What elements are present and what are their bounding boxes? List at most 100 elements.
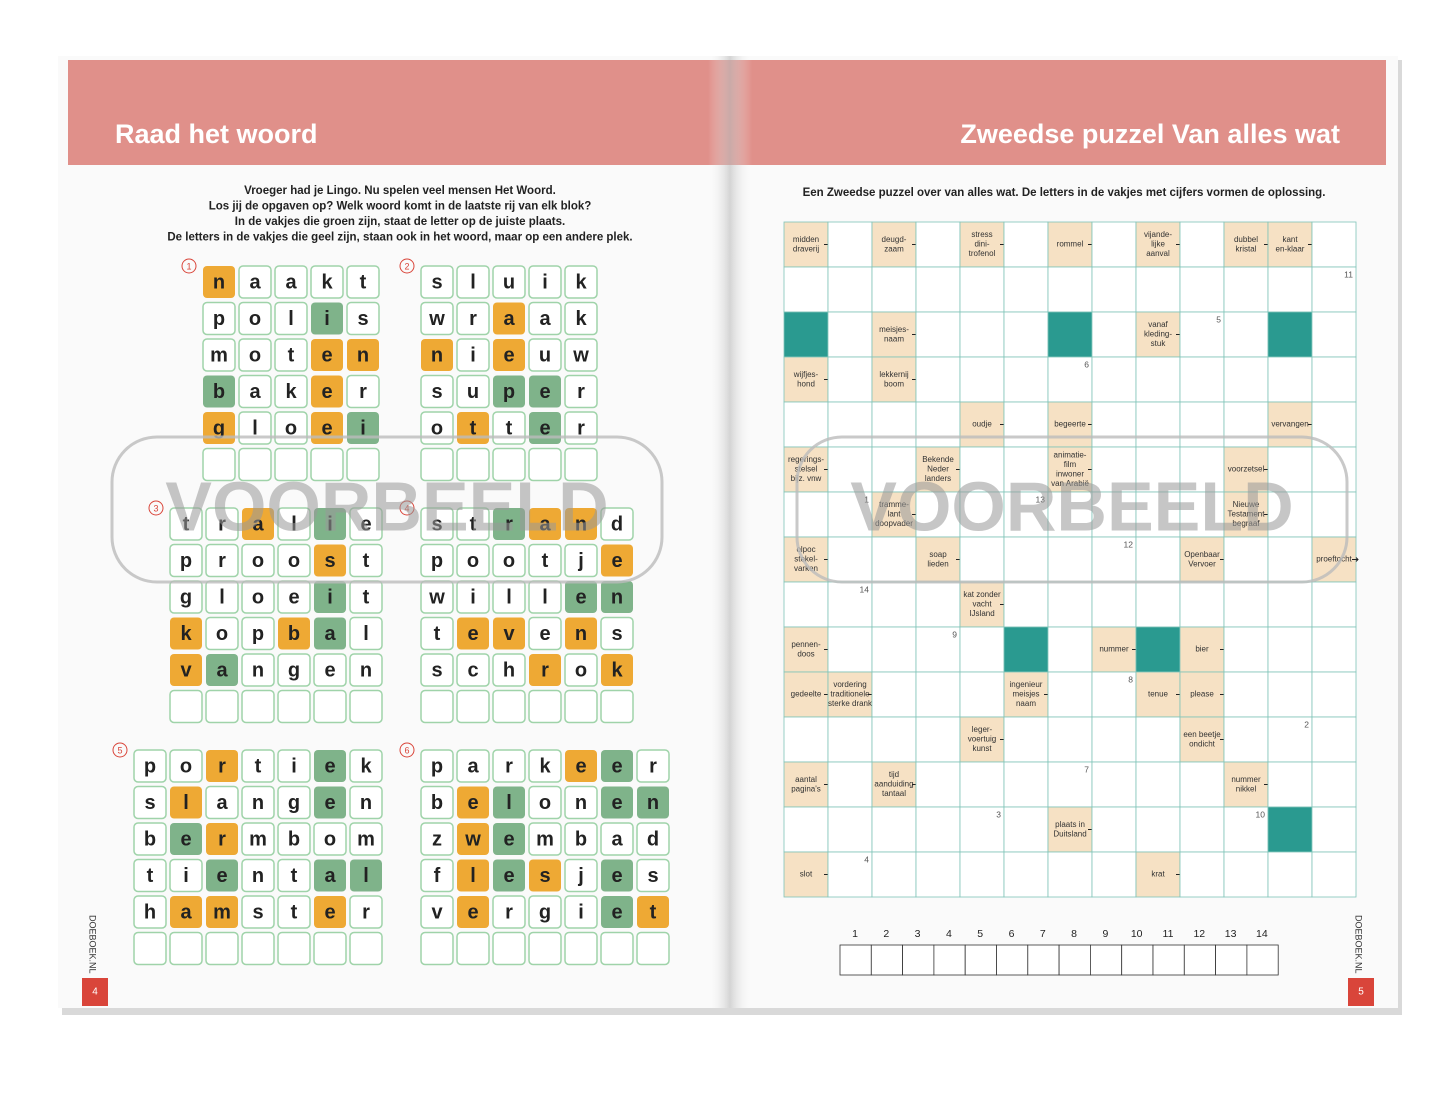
solution-box <box>1027 944 1060 976</box>
grid-cell <box>1047 536 1093 583</box>
letter-cell <box>492 931 526 966</box>
grid-cell <box>1135 626 1181 673</box>
letter-cell <box>636 822 670 856</box>
letter: p <box>252 623 264 645</box>
grid-cell <box>827 761 873 808</box>
grid-cell <box>1047 266 1093 313</box>
letter-cell <box>203 266 235 298</box>
letter: r <box>469 308 477 330</box>
clue-text: gedeelte <box>791 690 822 699</box>
clue-text: lant <box>888 510 902 519</box>
cell-number: 1 <box>864 494 869 504</box>
letter-cell <box>456 301 490 336</box>
letter: r <box>577 417 585 439</box>
letter: s <box>431 513 442 535</box>
letter-cell <box>420 858 454 893</box>
letter: t <box>542 550 549 572</box>
solution-box <box>1152 944 1185 976</box>
letter-cell <box>350 859 382 892</box>
grid-cell <box>1223 671 1269 718</box>
grid-cell <box>827 626 873 673</box>
letter: o <box>252 586 264 608</box>
letter: e <box>611 901 622 923</box>
grid-cell <box>827 851 873 898</box>
puzzle-badge <box>112 742 128 758</box>
letter: i <box>324 308 330 330</box>
letter-cell <box>169 507 203 541</box>
letter-cell <box>349 543 383 578</box>
grid-cell <box>827 446 873 493</box>
letter-cell <box>349 785 383 820</box>
letter: l <box>291 513 297 535</box>
solution-number: 7 <box>1040 928 1046 940</box>
letter-cell <box>274 265 308 299</box>
letter: g <box>539 901 551 923</box>
letter-cell <box>277 785 311 820</box>
letter: r <box>505 513 513 535</box>
letter: o <box>324 828 336 850</box>
clue-text: lijke <box>1151 240 1165 249</box>
letter: b <box>288 828 300 850</box>
letter: a <box>324 865 336 887</box>
letter: a <box>539 513 551 535</box>
cell-number: 6 <box>1084 359 1089 369</box>
letter-cell <box>528 616 562 651</box>
cell-number: 5 <box>1216 314 1221 324</box>
clue-text: meisjes- <box>879 325 909 334</box>
letter: w <box>428 586 445 608</box>
letter-cell <box>277 931 311 966</box>
clue-text: nummer <box>1231 775 1261 784</box>
letter-cell <box>349 822 383 856</box>
letter-cell <box>206 654 238 686</box>
letter-cell <box>564 689 598 724</box>
letter: m <box>249 828 267 850</box>
letter: m <box>536 828 554 850</box>
letter-cell <box>636 931 670 966</box>
letter-cell <box>349 895 383 929</box>
grid-cell <box>1267 491 1313 538</box>
letter-cell <box>241 689 275 724</box>
clue-text: krat <box>1151 870 1165 879</box>
letter: s <box>431 271 442 293</box>
clue-text: inwoner <box>1056 469 1084 478</box>
grid-cell <box>1267 761 1313 808</box>
letter: e <box>324 792 335 814</box>
letter: a <box>180 901 192 923</box>
grid-cell <box>1003 221 1049 268</box>
letter-cell <box>205 616 239 651</box>
letter-cell <box>528 265 562 299</box>
puzzle-number: 2 <box>404 261 409 271</box>
letter-cell <box>456 689 490 724</box>
right-title: Zweedse puzzel Van alles wat <box>960 119 1340 149</box>
grid-cell <box>871 536 917 583</box>
page-number: 4 <box>92 987 98 998</box>
letter: r <box>505 755 513 777</box>
grid-cell <box>959 266 1005 313</box>
letter: o <box>431 417 443 439</box>
clue-text: naam <box>1016 699 1036 708</box>
grid-cell <box>1223 626 1269 673</box>
grid-cell <box>959 626 1005 673</box>
grid-cell <box>1179 806 1225 853</box>
letter: e <box>360 513 371 535</box>
letter: l <box>506 792 512 814</box>
clue-text: Neder <box>927 465 949 474</box>
grid-cell <box>783 851 829 898</box>
grid-cell <box>1179 446 1225 493</box>
letter-cell <box>420 265 454 299</box>
letter: a <box>467 755 479 777</box>
grid-cell <box>1267 446 1313 493</box>
grid-cell <box>827 806 873 853</box>
letter-cell <box>202 338 236 372</box>
letter-cell <box>456 265 490 299</box>
fold <box>708 56 752 1008</box>
letter: e <box>324 659 335 681</box>
letter: h <box>144 901 156 923</box>
grid-cell <box>783 491 829 538</box>
grid-cell <box>1047 851 1093 898</box>
solution-box <box>870 944 903 976</box>
letter: k <box>180 623 192 645</box>
letter-cell <box>528 822 562 856</box>
letter-cell <box>493 617 525 650</box>
grid-cell <box>1223 761 1269 808</box>
